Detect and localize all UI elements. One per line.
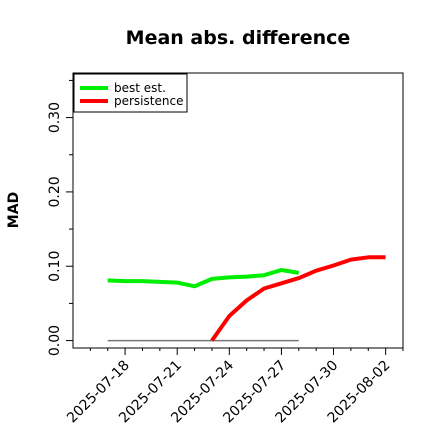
y-axis: 0.00 0.10 0.20 0.30 xyxy=(47,79,73,356)
y-axis-label: MAD xyxy=(6,192,22,228)
y-tick-label-3: 0.30 xyxy=(47,102,63,133)
y-tick-label-0: 0.00 xyxy=(47,325,63,356)
y-tick-label-2: 0.20 xyxy=(47,176,63,207)
legend: best est. persistence xyxy=(73,73,188,113)
series-line-best-est xyxy=(107,268,300,289)
legend-label-best-est: best est. xyxy=(114,81,166,95)
y-tick-label-1: 0.10 xyxy=(47,251,63,282)
series-layer xyxy=(107,255,386,342)
x-axis: 2025-07-182025-07-212025-07-242025-07-27… xyxy=(64,348,404,426)
series-line-persistence xyxy=(210,255,386,342)
legend-label-persistence: persistence xyxy=(114,94,183,108)
plot-frame xyxy=(72,72,404,349)
legend-box xyxy=(73,73,188,113)
chart-title: Mean abs. difference xyxy=(126,27,351,49)
